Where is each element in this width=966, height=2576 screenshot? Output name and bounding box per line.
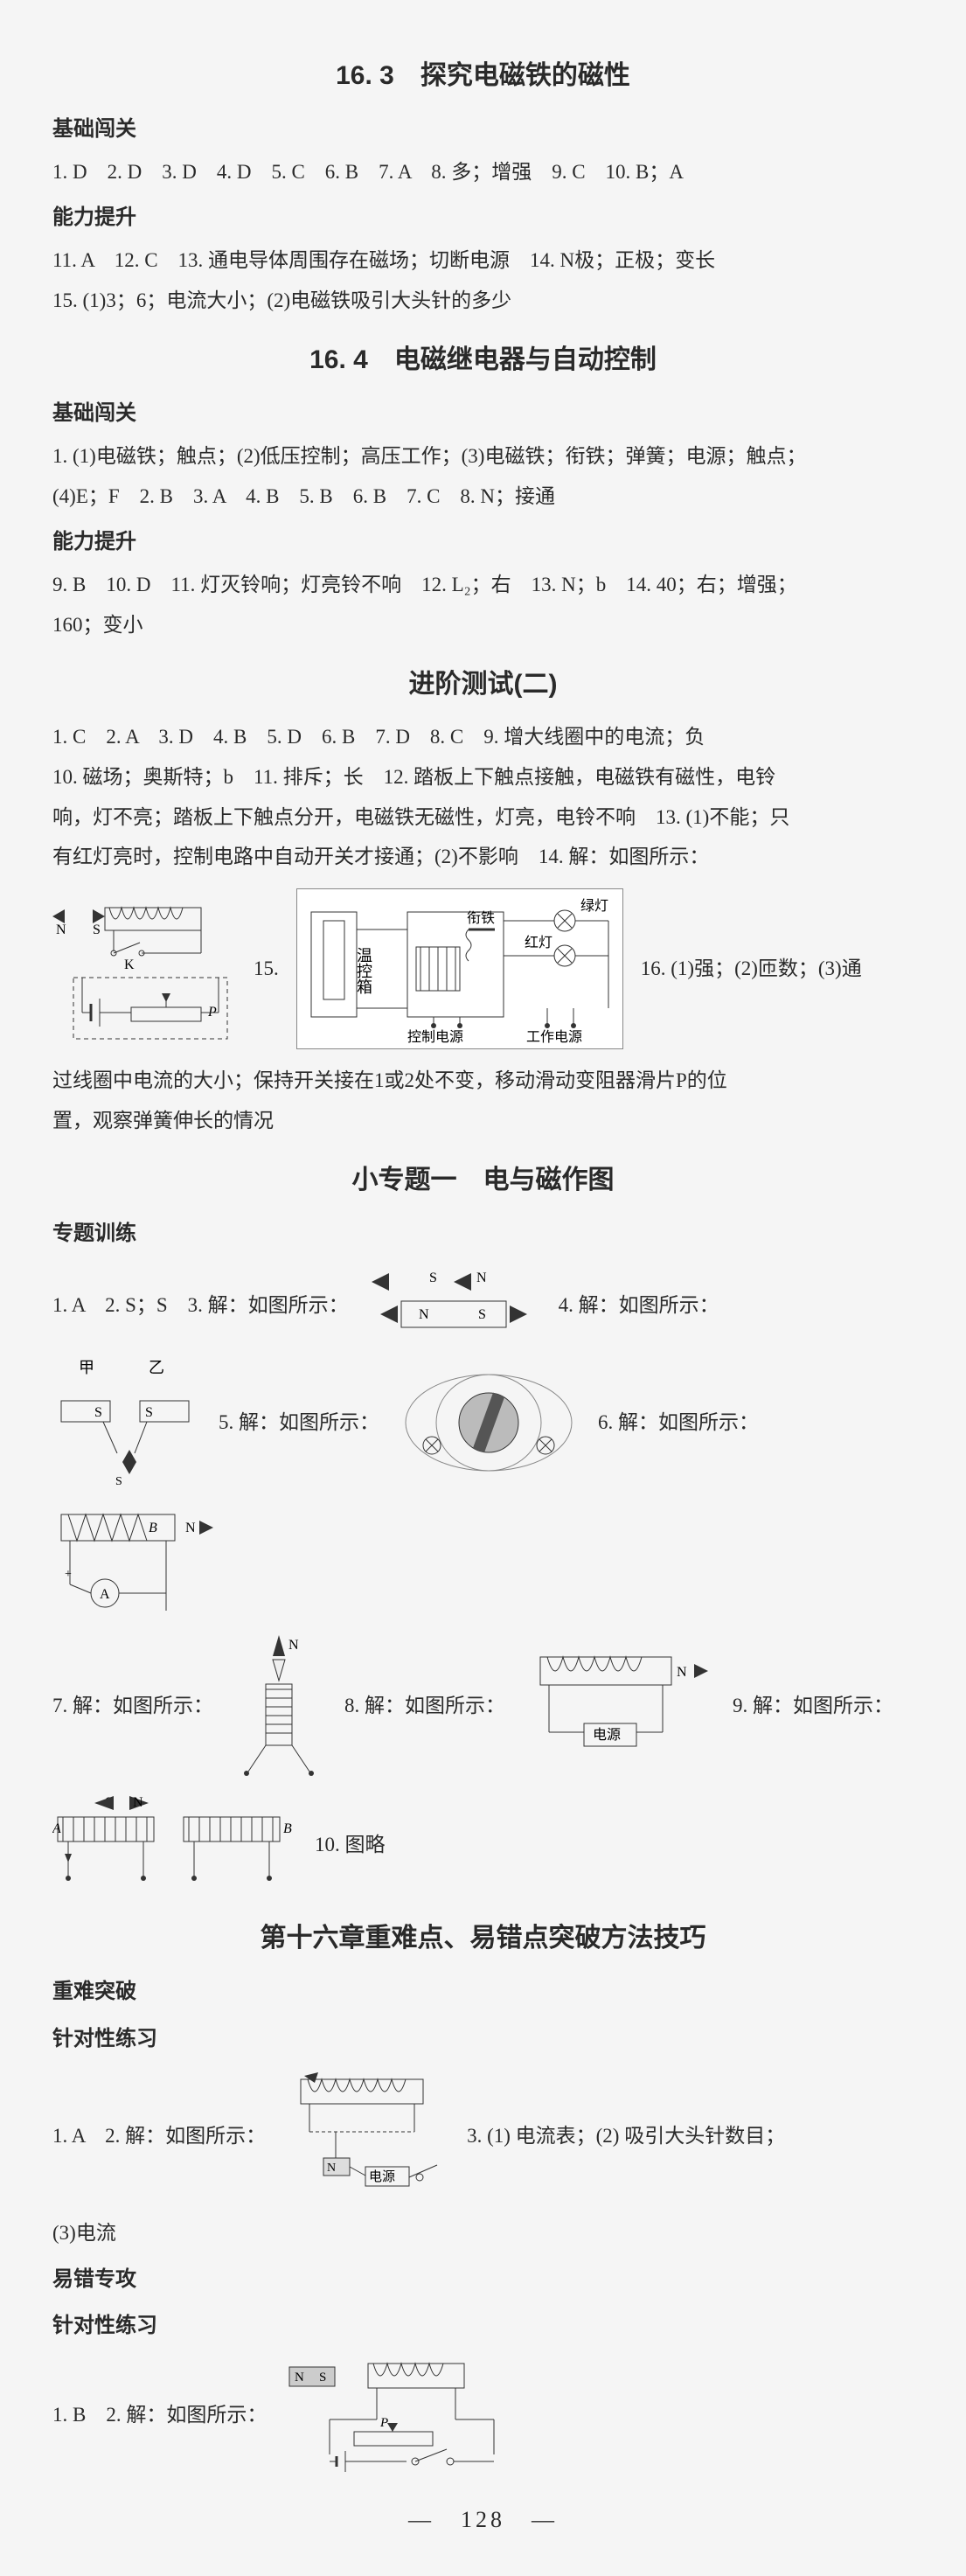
fig6-B: B (149, 1521, 157, 1535)
svg-text:S: S (115, 1475, 122, 1488)
jinjie-after-fig-2: 置，观察弹簧伸长的情况 (52, 1102, 914, 1140)
ch16-err-heading: 易错专攻 (52, 2259, 914, 2300)
figure-err: N S P (284, 2358, 511, 2472)
xiao-heading: 专题训练 (52, 1214, 914, 1254)
ch16-err-line1: 1. B 2. 解：如图所示： (52, 2396, 267, 2434)
fig4-jia: 甲 (79, 1359, 94, 1376)
jinjie-line1: 1. C 2. A 3. D 4. B 5. D 6. B 7. D 8. C … (52, 718, 914, 756)
ch16-hard-heading: 重难突破 (52, 1972, 914, 2012)
figH2-N: N (327, 2162, 336, 2175)
label-16: 16. (1)强；(2)匝数；(3)通 (641, 950, 862, 988)
ch16-hard-line1: 1. A 2. 解：如图所示： (52, 2117, 266, 2155)
svg-text:S: S (478, 1307, 486, 1322)
page-number: — 128 — (52, 2498, 914, 2541)
ch16-target-heading: 针对性练习 (52, 2019, 914, 2059)
fig4-S2: S (145, 1405, 153, 1420)
figure-8: N 电源 (523, 1645, 715, 1767)
figH2-ps: 电源 (369, 2169, 395, 2184)
answers-163-ability-2: 15. (1)3；6；电流大小；(2)电磁铁吸引大头针的多少 (52, 282, 914, 320)
fig15-green: 绿灯 (580, 898, 608, 914)
figure-hard-2: N 电源 (283, 2071, 449, 2202)
ability-heading-164: 能力提升 (52, 522, 914, 562)
fig7-N: N (288, 1638, 299, 1653)
figE-S: S (319, 2371, 326, 2385)
answers-164-ability-2: 160；变小 (52, 606, 914, 644)
ch16-hard-row: 1. A 2. 解：如图所示： N 电源 3. (1) 电流表；(2) 吸引大头… (52, 2071, 914, 2202)
ch16-hard-three: 3. (1) 电流表；(2) 吸引大头针数目； (467, 2117, 785, 2155)
figure-3: S N N S (366, 1266, 541, 1345)
xiao-line1: 1. A 2. S；S 3. 解：如图所示： (52, 1286, 349, 1325)
label-10: 10. 图略 (315, 1826, 386, 1864)
fig15-red: 红灯 (525, 935, 552, 950)
figure-6: B N A + (52, 1506, 219, 1619)
section-16-3-title: 16. 3 探究电磁铁的磁性 (52, 51, 914, 101)
figure-14: N S K P (52, 890, 236, 1048)
xiao-row-4: S N A B 10. 图略 (52, 1793, 914, 1897)
label-9: 9. 解：如图所示： (733, 1687, 893, 1725)
fig8-ps: 电源 (593, 1727, 621, 1743)
fig9-B: B (283, 1821, 292, 1836)
xiao-row-1: 1. A 2. S；S 3. 解：如图所示： S N N S 4. 解：如图所示… (52, 1266, 914, 1345)
fig4-S1: S (94, 1405, 102, 1420)
fig3-N: N (476, 1271, 487, 1285)
basic-heading-163: 基础闯关 (52, 109, 914, 150)
fig14-N: N (56, 922, 66, 937)
figure-9: S N A B (52, 1793, 297, 1897)
figE-P: P (379, 2416, 388, 2430)
section-16-4-title: 16. 4 电磁继电器与自动控制 (52, 335, 914, 385)
fig15-wenkong: 温控箱 (355, 947, 372, 994)
jinjie-after-fig-1: 过线圈中电流的大小；保持开关接在1或2处不变，移动滑动变阻器滑片P的位 (52, 1062, 914, 1100)
fig14-K: K (124, 957, 135, 972)
fig15-ctrl-ps: 控制电源 (407, 1029, 463, 1043)
figure-7: N (231, 1632, 327, 1780)
fig9-A: A (52, 1821, 61, 1836)
label-6: 6. 解：如图所示： (598, 1403, 759, 1442)
answers-164-basic-2: (4)E；F 2. B 3. A 4. B 5. B 6. B 7. C 8. … (52, 477, 914, 516)
answers-163-basic: 1. D 2. D 3. D 4. D 5. C 6. B 7. A 8. 多；… (52, 153, 914, 191)
fig15-xiantie: 衔铁 (467, 910, 495, 926)
answers-164-ability-1: 9. B 10. D 11. 灯灭铃响；灯亮铃不响 12. L₂；右 13. N… (52, 566, 914, 604)
jinjie-line2: 10. 磁场；奥斯特；b 11. 排斥；长 12. 踏板上下触点接触，电磁铁有磁… (52, 758, 914, 797)
ch16-hard-line2: (3)电流 (52, 2214, 914, 2252)
answers-163-ability-1: 11. A 12. C 13. 通电导体周围存在磁场；切断电源 14. N极；正… (52, 241, 914, 280)
jinjie-title: 进阶测试(二) (52, 659, 914, 709)
answers-164-basic-1: 1. (1)电磁铁；触点；(2)低压控制；高压工作；(3)电磁铁；衔铁；弹簧；电… (52, 437, 914, 476)
fig9-N: N (133, 1795, 143, 1810)
ability-heading-163: 能力提升 (52, 198, 914, 238)
figure-15: 温控箱 衔铁 绿灯 红灯 (296, 888, 623, 1049)
xiao-title: 小专题一 电与磁作图 (52, 1155, 914, 1205)
fig4-yi: 乙 (149, 1359, 164, 1376)
xiao-row-2: 甲 乙 S S S 5. 解：如图所示： 6. 解：如图所示： (52, 1357, 914, 1619)
svg-text:+: + (65, 1568, 72, 1581)
jinjie-line3: 响，灯不亮；踏板上下触点分开，电磁铁无磁性，灯亮，电铃不响 13. (1)不能；… (52, 798, 914, 837)
fig14-S: S (93, 922, 101, 937)
fig6-A: A (100, 1587, 110, 1602)
label-15: 15. (254, 950, 279, 988)
ch16-err-row: 1. B 2. 解：如图所示： N S P (52, 2358, 914, 2472)
figE-N: N (295, 2371, 304, 2385)
fig6-N: N (185, 1521, 196, 1535)
basic-heading-164: 基础闯关 (52, 393, 914, 434)
figure-4: 甲 乙 S S S (52, 1357, 201, 1488)
jinjie-figure-row: N S K P (52, 888, 914, 1049)
ch16-target-heading2: 针对性练习 (52, 2306, 914, 2346)
label-8: 8. 解：如图所示： (344, 1687, 505, 1725)
fig8-N: N (677, 1665, 687, 1680)
label-5: 5. 解：如图所示： (219, 1403, 379, 1442)
fig15-work-ps: 工作电源 (526, 1029, 582, 1043)
jinjie-line4: 有红灯亮时，控制电路中自动开关才接通；(2)不影响 14. 解：如图所示： (52, 838, 914, 876)
figure-5 (397, 1361, 580, 1484)
svg-text:N: N (419, 1307, 429, 1322)
ch16-title: 第十六章重难点、易错点突破方法技巧 (52, 1913, 914, 1963)
label-7: 7. 解：如图所示： (52, 1687, 213, 1725)
fig3-S: S (429, 1271, 437, 1285)
label-4: 4. 解：如图所示： (559, 1286, 719, 1325)
xiao-row-3: 7. 解：如图所示： N 8. 解：如图所示： N 电源 (52, 1632, 914, 1780)
